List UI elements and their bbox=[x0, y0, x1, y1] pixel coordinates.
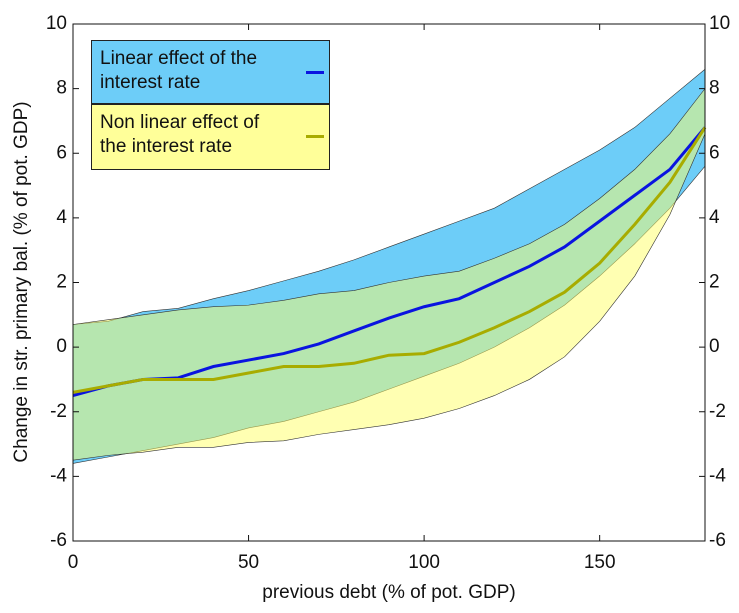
x-tick-label: 150 bbox=[584, 552, 616, 573]
series-line bbox=[72, 126, 707, 398]
x-tick-label: 0 bbox=[68, 552, 79, 573]
legend-swatch bbox=[306, 135, 324, 138]
x-axis-label: previous debt (% of pot. GDP) bbox=[262, 582, 515, 603]
y-axis-label: Change in str. primary bal. (% of pot. G… bbox=[11, 101, 32, 462]
y-tick-label: 8 bbox=[56, 78, 67, 99]
y-tick-label: 2 bbox=[56, 272, 67, 293]
series-line bbox=[72, 126, 707, 394]
y2-tick-label: 6 bbox=[709, 142, 720, 163]
y-tick-label: 0 bbox=[56, 336, 67, 357]
y2-tick-label: 2 bbox=[709, 272, 720, 293]
x-tick-label: 50 bbox=[238, 552, 259, 573]
y-tick-label: -4 bbox=[50, 465, 67, 486]
legend-entry: Linear effect of the interest rate bbox=[91, 40, 330, 104]
x-tick-label: 100 bbox=[408, 552, 440, 573]
y-tick-label: 10 bbox=[46, 13, 67, 34]
legend-entry: Non linear effect of the interest rate bbox=[91, 104, 330, 170]
y2-tick-label: -2 bbox=[709, 401, 726, 422]
band-upper-edge bbox=[72, 69, 706, 325]
band-lower-edge bbox=[72, 133, 706, 461]
y-tick-label: 6 bbox=[56, 142, 67, 163]
y-tick-label: -2 bbox=[50, 401, 67, 422]
y2-tick-label: 0 bbox=[709, 336, 720, 357]
y-tick-label: -6 bbox=[50, 530, 67, 551]
y2-tick-label: -6 bbox=[709, 530, 726, 551]
y2-tick-label: 4 bbox=[709, 207, 720, 228]
legend-swatch bbox=[306, 71, 324, 74]
y2-tick-label: 8 bbox=[709, 78, 720, 99]
legend-label: Non linear effect of the interest rate bbox=[100, 112, 260, 157]
y2-tick-label: -4 bbox=[709, 465, 726, 486]
legend-label: Linear effect of the interest rate bbox=[100, 48, 258, 93]
band bbox=[73, 88, 705, 461]
band-upper-edge bbox=[72, 88, 706, 325]
y2-tick-label: 10 bbox=[709, 13, 730, 34]
y-tick-label: 4 bbox=[56, 207, 67, 228]
